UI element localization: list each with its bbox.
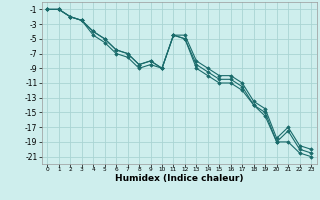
X-axis label: Humidex (Indice chaleur): Humidex (Indice chaleur) (115, 174, 244, 183)
